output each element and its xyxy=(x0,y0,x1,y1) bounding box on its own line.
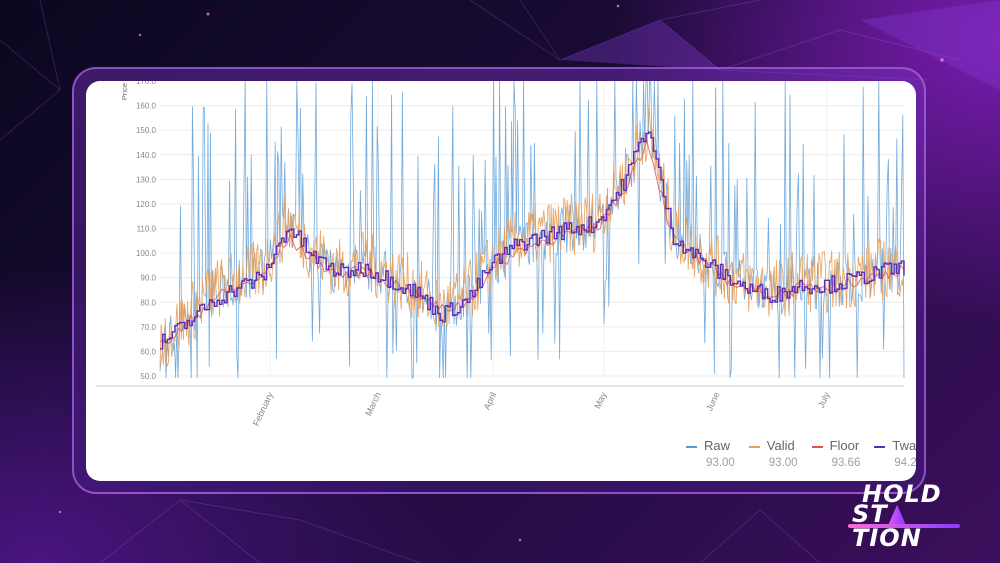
x-tick-label: April xyxy=(482,391,499,412)
legend-value: 93.66 xyxy=(831,457,861,469)
legend-item-twap[interactable]: Twap 94.29 xyxy=(874,438,916,469)
legend-value: 93.00 xyxy=(706,457,735,469)
legend-label: Valid xyxy=(766,438,795,453)
legend-item-raw[interactable]: Raw 93.00 xyxy=(686,438,735,469)
y-axis-label: Price xyxy=(120,83,129,100)
legend-label: Floor xyxy=(829,438,860,453)
y-tick-label: 100.0 xyxy=(136,249,157,258)
legend-swatch xyxy=(811,445,823,448)
legend-label: Twap xyxy=(892,438,916,453)
x-tick-label: July xyxy=(816,390,832,409)
x-tick-label: June xyxy=(704,391,721,413)
y-tick-label: 160.0 xyxy=(136,102,157,111)
y-tick-label: 60.0 xyxy=(140,347,156,356)
x-tick-label: February xyxy=(251,390,275,427)
x-tick-label: March xyxy=(363,391,383,418)
chart-legend: Raw 93.00 Valid 93.00 Floor 93.66 Twap 94.29 xyxy=(686,438,916,469)
series-twap-line xyxy=(160,131,905,350)
legend-swatch xyxy=(686,445,697,448)
y-tick-label: 70.0 xyxy=(140,323,156,332)
series-floor-line xyxy=(159,139,905,345)
chart-card: 50.0 60.0 70.0 80.0 90.0 100.0 110.0 120.0 130.0… xyxy=(86,81,916,481)
y-tick-label: 170.0 xyxy=(136,81,157,86)
y-tick-label: 130.0 xyxy=(136,175,157,184)
legend-item-valid[interactable]: Valid 93.00 xyxy=(748,438,798,469)
legend-label: Raw xyxy=(704,438,731,453)
x-tick-label: May xyxy=(592,390,608,410)
series-valid-line xyxy=(159,104,905,369)
y-tick-label: 80.0 xyxy=(140,298,156,307)
legend-swatch xyxy=(748,445,760,448)
y-tick-label: 140.0 xyxy=(136,151,157,160)
series-raw-line xyxy=(159,81,905,379)
price-chart: 50.0 60.0 70.0 80.0 90.0 100.0 110.0 120.0 130.0… xyxy=(96,81,905,427)
legend-value: 94.29 xyxy=(894,457,916,469)
y-tick-label: 50.0 xyxy=(140,372,156,381)
y-tick-label: 150.0 xyxy=(136,126,157,135)
holdstation-logo: HOLD STTION xyxy=(848,480,968,550)
legend-value: 93.00 xyxy=(768,457,798,469)
y-tick-label: 120.0 xyxy=(136,200,157,209)
legend-item-floor[interactable]: Floor 93.66 xyxy=(811,438,861,469)
y-tick-label: 90.0 xyxy=(140,274,156,283)
legend-swatch xyxy=(874,445,886,448)
y-tick-label: 110.0 xyxy=(137,225,157,234)
